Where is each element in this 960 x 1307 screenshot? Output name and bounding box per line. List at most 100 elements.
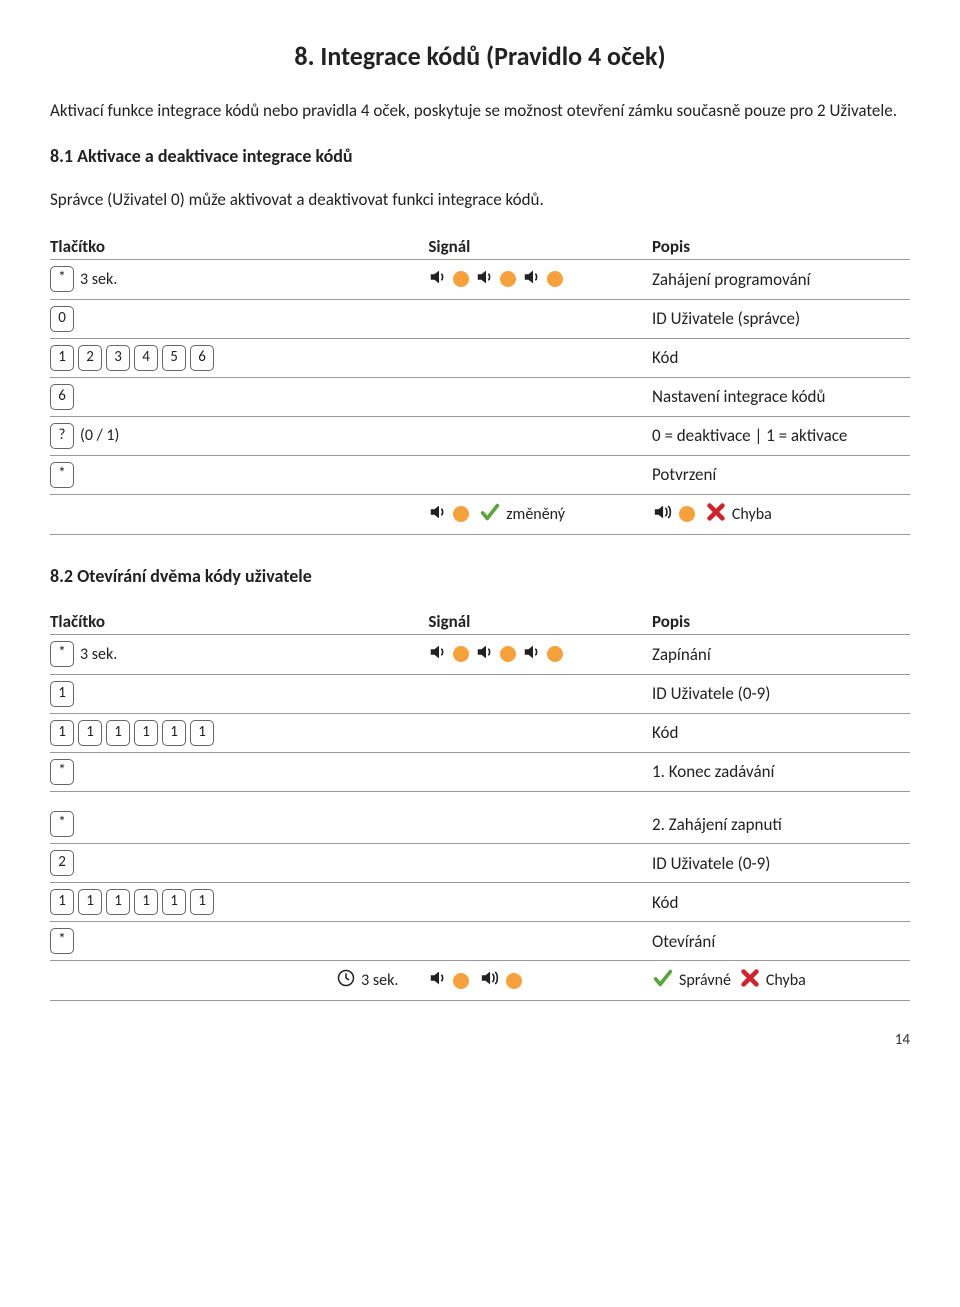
col-header-description: Popis (652, 609, 910, 635)
changed-label: změněný (506, 505, 565, 524)
row-description: Kód (652, 883, 910, 922)
keypad-key: 6 (190, 345, 214, 371)
keypad-key: * (50, 462, 74, 488)
led-dot-icon (453, 506, 469, 522)
keypad-key: 1 (50, 889, 74, 915)
led-dot-icon (679, 506, 695, 522)
cross-icon (705, 501, 727, 528)
check-icon (479, 501, 501, 528)
correct-label: Správné (679, 971, 731, 990)
table-row: 111111Kód (50, 713, 910, 752)
row-description: Zahájení programování (652, 259, 910, 299)
led-dot-icon (453, 646, 469, 662)
check-icon (652, 967, 674, 994)
speaker-icon (475, 266, 497, 293)
led-dot-icon (453, 973, 469, 989)
keypad-key: * (50, 928, 74, 954)
row-description: 0 = deaktivace | 1 = aktivace (652, 416, 910, 455)
row-description: 2. Zahájení zapnutí (652, 805, 910, 844)
keypad-key: 1 (50, 681, 74, 707)
subsection-8-1-title: 8.1 Aktivace a deaktivace integrace kódů (50, 145, 910, 167)
keypad-key: 1 (162, 889, 186, 915)
table-row: 6 Nastavení integrace kódů (50, 377, 910, 416)
row-description: ID Uživatele (0-9) (652, 674, 910, 713)
subsection-8-2-title: 8.2 Otevírání dvěma kódy uživatele (50, 565, 910, 587)
key-suffix: 3 sek. (80, 645, 117, 664)
keypad-key: 2 (50, 850, 74, 876)
row-description: ID Uživatele (správce) (652, 299, 910, 338)
keypad-key: 1 (78, 889, 102, 915)
table-row: * Otevírání (50, 922, 910, 961)
led-dot-icon (506, 973, 522, 989)
row-description: Kód (652, 713, 910, 752)
table-row: 1 ID Uživatele (0-9) (50, 674, 910, 713)
speaker-loud-icon (479, 967, 503, 994)
led-dot-icon (500, 646, 516, 662)
page-number: 14 (50, 1031, 910, 1049)
row-description: Otevírání (652, 922, 910, 961)
table-row: *1. Konec zadávání (50, 752, 910, 791)
keypad-key: 1 (78, 720, 102, 746)
keypad-key: 1 (50, 720, 74, 746)
result-row: změněný Chyba (50, 494, 910, 534)
row-description: 1. Konec zadávání (652, 752, 910, 791)
keypad-key: 6 (50, 384, 74, 410)
led-dot-icon (547, 271, 563, 287)
table-row: 123456 Kód (50, 338, 910, 377)
led-dot-icon (453, 271, 469, 287)
cross-icon (739, 967, 761, 994)
keypad-key: 1 (190, 889, 214, 915)
keypad-key: 4 (134, 345, 158, 371)
col-header-button: Tlačítko (50, 234, 428, 260)
error-label: Chyba (732, 505, 772, 524)
speaker-icon (522, 641, 544, 668)
table-row: 2 ID Uživatele (0-9) (50, 844, 910, 883)
keypad-key: * (50, 811, 74, 837)
row-description: Kód (652, 338, 910, 377)
speaker-icon (428, 501, 450, 528)
keypad-key: 3 (106, 345, 130, 371)
table-row: ? (0 / 1) 0 = deaktivace | 1 = aktivace (50, 416, 910, 455)
table-row: 0 ID Uživatele (správce) (50, 299, 910, 338)
col-header-signal: Signál (428, 234, 652, 260)
keypad-key: 2 (78, 345, 102, 371)
procedure-table-2: Tlačítko Signál Popis * 3 sek. Zapínání 1 ID… (50, 609, 910, 1002)
keypad-key: ? (50, 423, 74, 449)
keypad-key: 1 (106, 889, 130, 915)
error-label: Chyba (766, 971, 806, 990)
keypad-key: * (50, 266, 74, 292)
table-row: * Potvrzení (50, 455, 910, 494)
table-row: 111111Kód (50, 883, 910, 922)
keypad-key: 1 (190, 720, 214, 746)
led-dot-icon (547, 646, 563, 662)
key-suffix: 3 sek. (80, 270, 117, 289)
keypad-key: 5 (162, 345, 186, 371)
key-suffix: (0 / 1) (80, 426, 119, 445)
table-row: * 3 sek. Zahájení programování (50, 259, 910, 299)
col-header-button: Tlačítko (50, 609, 428, 635)
wait-label: 3 sek. (361, 971, 398, 990)
row-description: Potvrzení (652, 455, 910, 494)
col-header-signal: Signál (428, 609, 652, 635)
clock-icon (336, 968, 356, 993)
col-header-description: Popis (652, 234, 910, 260)
row-description: ID Uživatele (0-9) (652, 844, 910, 883)
keypad-key: 1 (134, 720, 158, 746)
row-description: Nastavení integrace kódů (652, 377, 910, 416)
result-row: 3 sek. Správné Chyba (50, 961, 910, 1001)
speaker-icon (522, 266, 544, 293)
keypad-key: * (50, 641, 74, 667)
table-row: * 3 sek. Zapínání (50, 634, 910, 674)
subsection-8-1-text: Správce (Uživatel 0) může aktivovat a de… (50, 189, 910, 212)
led-dot-icon (500, 271, 516, 287)
speaker-icon (428, 967, 450, 994)
speaker-icon (475, 641, 497, 668)
keypad-key: 0 (50, 306, 74, 332)
intro-paragraph: Aktivací funkce integrace kódů nebo prav… (50, 100, 910, 123)
row-description: Zapínání (652, 634, 910, 674)
section-title: 8. Integrace kódů (Pravidlo 4 oček) (50, 40, 910, 72)
keypad-key: 1 (50, 345, 74, 371)
procedure-table-1: Tlačítko Signál Popis * 3 sek. Zahájení pr… (50, 234, 910, 535)
speaker-loud-icon (652, 501, 676, 528)
speaker-icon (428, 641, 450, 668)
